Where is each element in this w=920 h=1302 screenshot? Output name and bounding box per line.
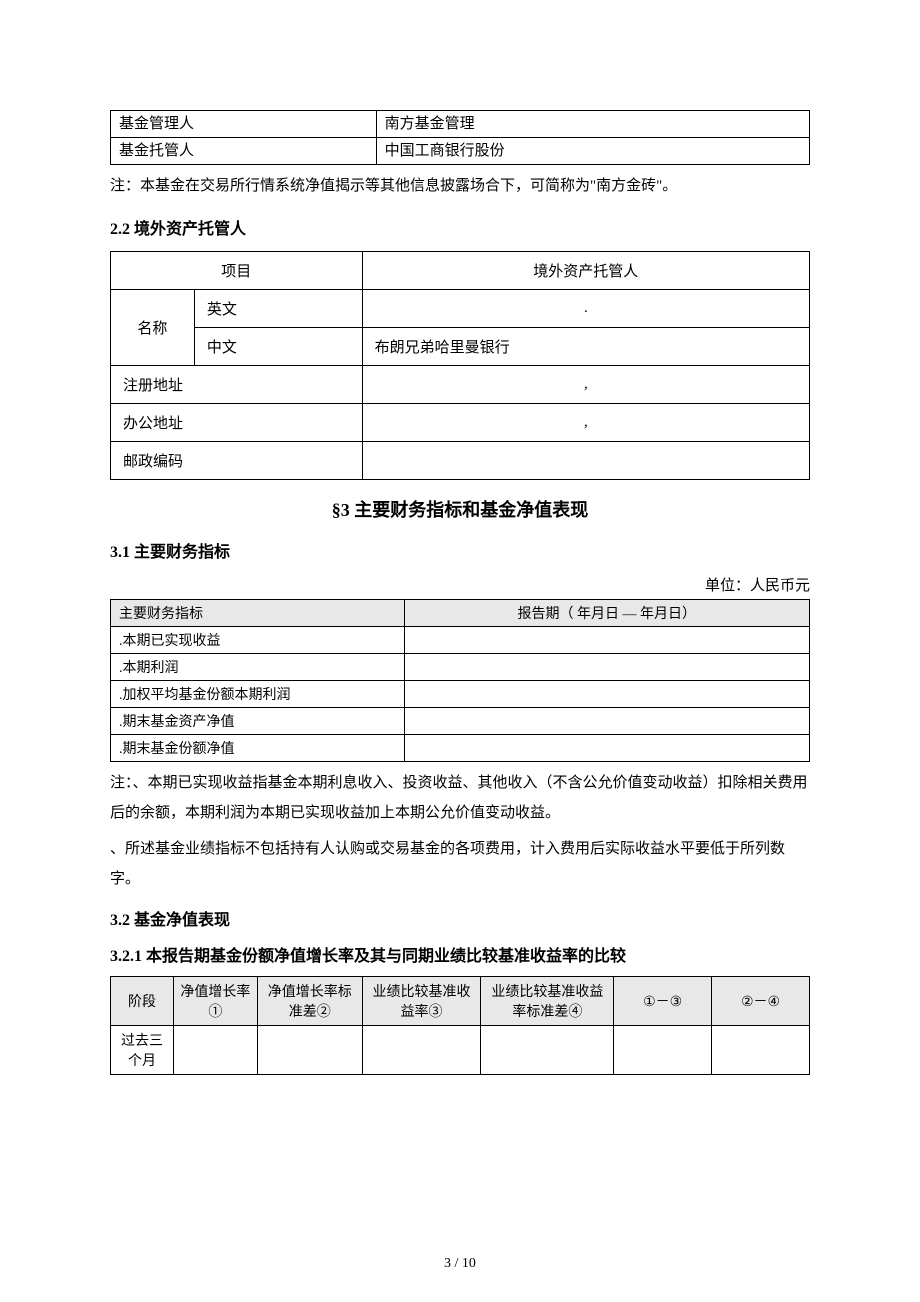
name-en-label: 英文 <box>194 290 362 328</box>
office-addr-value: , <box>362 404 809 442</box>
name-zh-label: 中文 <box>194 328 362 366</box>
table-row: 办公地址 , <box>111 404 810 442</box>
table-row: .期末基金份额净值 <box>111 735 810 762</box>
header-metric: 主要财务指标 <box>111 600 405 627</box>
nav-comparison-table: 阶段 净值增长率① 净值增长率标准差② 业绩比较基准收益率③ 业绩比较基准收益率… <box>110 976 810 1075</box>
table-row: 基金管理人 南方基金管理 <box>111 111 810 138</box>
section-3-2-heading: 3.2 基金净值表现 <box>110 906 810 930</box>
table-row: 过去三个月 <box>111 1026 810 1075</box>
metric-label: .期末基金份额净值 <box>111 735 405 762</box>
col-stage: 阶段 <box>111 977 174 1026</box>
unit-label: 单位：人民币元 <box>110 574 810 595</box>
header-period: 报告期（ 年月日 — 年月日） <box>404 600 809 627</box>
fund-info-table: 基金管理人 南方基金管理 基金托管人 中国工商银行股份 <box>110 110 810 165</box>
metric-value <box>404 654 809 681</box>
reg-addr-value: , <box>362 366 809 404</box>
col-growth-rate: 净值增长率① <box>173 977 257 1026</box>
growth-std-value <box>257 1026 362 1075</box>
metric-value <box>404 735 809 762</box>
table-row: .本期利润 <box>111 654 810 681</box>
postcode-value <box>362 442 809 480</box>
header-item: 项目 <box>111 252 363 290</box>
col-growth-std: 净值增长率标准差② <box>257 977 362 1026</box>
section-3-1-note-2: 、所述基金业绩指标不包括持有人认购或交易基金的各项费用，计入费用后实际收益水平要… <box>110 834 810 894</box>
table-header-row: 阶段 净值增长率① 净值增长率标准差② 业绩比较基准收益率③ 业绩比较基准收益率… <box>111 977 810 1026</box>
col-diff-1-3: ①－③ <box>614 977 712 1026</box>
fund-manager-value: 南方基金管理 <box>376 111 809 138</box>
benchmark-std-value <box>481 1026 614 1075</box>
metric-value <box>404 708 809 735</box>
stage-value: 过去三个月 <box>111 1026 174 1075</box>
table-row: .加权平均基金份额本期利润 <box>111 681 810 708</box>
name-zh-value: 布朗兄弟哈里曼银行 <box>362 328 809 366</box>
metric-label: .本期已实现收益 <box>111 627 405 654</box>
diff-1-3-value <box>614 1026 712 1075</box>
table-row: .本期已实现收益 <box>111 627 810 654</box>
table-row: 名称 英文 . <box>111 290 810 328</box>
col-benchmark-return: 业绩比较基准收益率③ <box>362 977 481 1026</box>
section-3-1-note-1: 注：、本期已实现收益指基金本期利息收入、投资收益、其他收入（不含公允价值变动收益… <box>110 768 810 828</box>
section-3-title: §3 主要财务指标和基金净值表现 <box>110 496 810 522</box>
name-en-value: . <box>362 290 809 328</box>
table-row: 注册地址 , <box>111 366 810 404</box>
col-diff-2-4: ②－④ <box>712 977 810 1026</box>
metric-value <box>404 627 809 654</box>
table-row: 中文 布朗兄弟哈里曼银行 <box>111 328 810 366</box>
metric-label: .本期利润 <box>111 654 405 681</box>
top-note: 注：本基金在交易所行情系统净值揭示等其他信息披露场合下，可简称为"南方金砖"。 <box>110 171 810 201</box>
table-row: 邮政编码 <box>111 442 810 480</box>
header-custodian: 境外资产托管人 <box>362 252 809 290</box>
metric-label: .加权平均基金份额本期利润 <box>111 681 405 708</box>
name-label: 名称 <box>111 290 195 366</box>
page-number: 3 / 10 <box>0 1256 920 1272</box>
table-row: .期末基金资产净值 <box>111 708 810 735</box>
postcode-label: 邮政编码 <box>111 442 363 480</box>
growth-rate-value <box>173 1026 257 1075</box>
table-row: 基金托管人 中国工商银行股份 <box>111 138 810 165</box>
office-addr-label: 办公地址 <box>111 404 363 442</box>
col-benchmark-std: 业绩比较基准收益率标准差④ <box>481 977 614 1026</box>
section-3-2-1-heading: 3.2.1 本报告期基金份额净值增长率及其与同期业绩比较基准收益率的比较 <box>110 942 810 966</box>
fund-manager-label: 基金管理人 <box>111 111 377 138</box>
overseas-custodian-table: 项目 境外资产托管人 名称 英文 . 中文 布朗兄弟哈里曼银行 注册地址 , 办… <box>110 251 810 480</box>
financial-metrics-table: 主要财务指标 报告期（ 年月日 — 年月日） .本期已实现收益 .本期利润 .加… <box>110 599 810 762</box>
table-header-row: 主要财务指标 报告期（ 年月日 — 年月日） <box>111 600 810 627</box>
fund-custodian-value: 中国工商银行股份 <box>376 138 809 165</box>
metric-label: .期末基金资产净值 <box>111 708 405 735</box>
reg-addr-label: 注册地址 <box>111 366 363 404</box>
table-header-row: 项目 境外资产托管人 <box>111 252 810 290</box>
section-2-2-heading: 2.2 境外资产托管人 <box>110 215 810 239</box>
benchmark-return-value <box>362 1026 481 1075</box>
diff-2-4-value <box>712 1026 810 1075</box>
metric-value <box>404 681 809 708</box>
fund-custodian-label: 基金托管人 <box>111 138 377 165</box>
section-3-1-heading: 3.1 主要财务指标 <box>110 538 810 562</box>
